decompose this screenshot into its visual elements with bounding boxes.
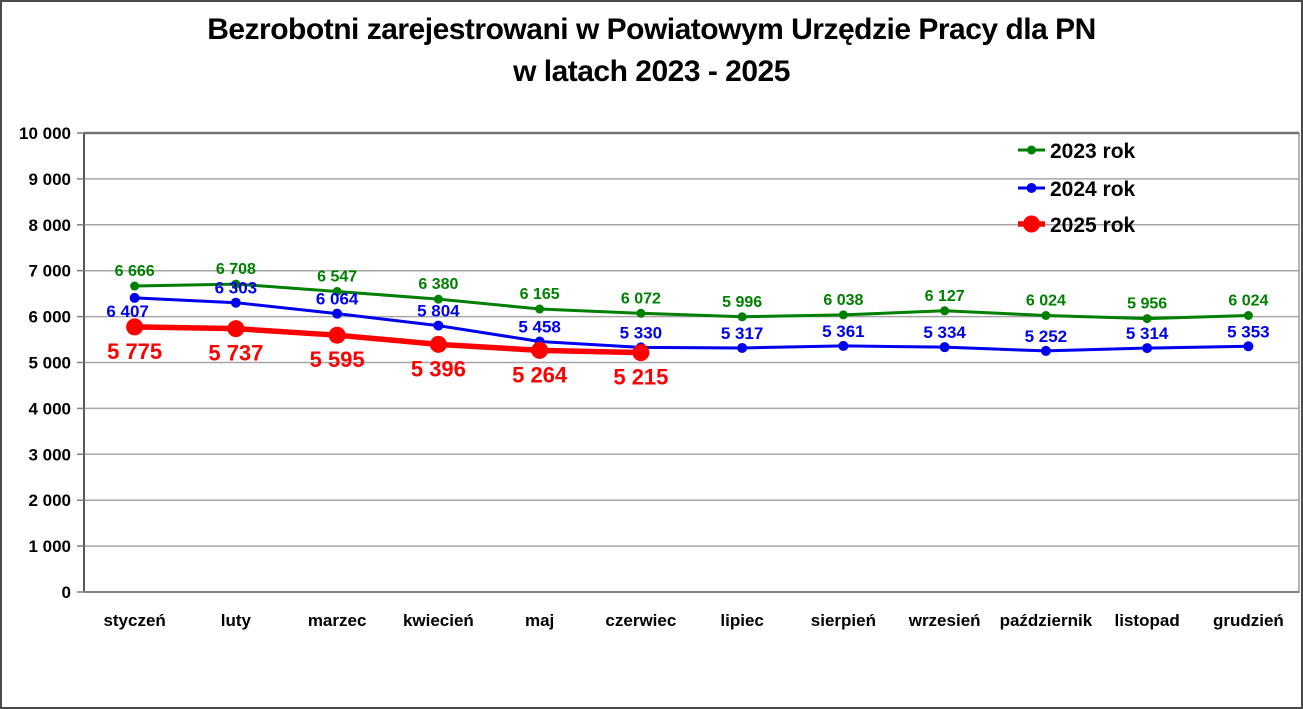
data-point bbox=[433, 294, 443, 304]
data-label: 5 396 bbox=[411, 356, 466, 381]
chart-title-line1: Bezrobotni zarejestrowani w Powiatowym U… bbox=[207, 13, 1096, 46]
data-point bbox=[1142, 314, 1152, 324]
data-label: 6 165 bbox=[520, 286, 560, 303]
y-axis-label: 10 000 bbox=[19, 124, 71, 143]
data-label: 5 956 bbox=[1127, 296, 1167, 313]
data-label: 5 252 bbox=[1025, 327, 1068, 346]
x-axis-label: październik bbox=[1000, 611, 1093, 630]
series-line-2024-rok bbox=[133, 296, 1250, 353]
data-label: 6 024 bbox=[1026, 292, 1066, 309]
data-label: 6 407 bbox=[106, 302, 149, 321]
data-label: 6 666 bbox=[115, 263, 155, 280]
series-line-2023-rok bbox=[133, 282, 1250, 321]
data-label: 6 708 bbox=[216, 261, 256, 278]
x-axis-label: wrzesień bbox=[908, 611, 981, 630]
y-axis-label: 4 000 bbox=[28, 399, 71, 418]
chart-title-line2: w latach 2023 - 2025 bbox=[513, 55, 790, 88]
data-label: 5 361 bbox=[822, 322, 865, 341]
y-axis-label: 6 000 bbox=[28, 308, 71, 327]
y-axis-label: 5 000 bbox=[28, 354, 71, 373]
data-label: 6 038 bbox=[823, 292, 863, 309]
data-label: 5 775 bbox=[107, 339, 162, 364]
data-label: 5 317 bbox=[721, 324, 764, 343]
y-axis-label: 9 000 bbox=[28, 170, 71, 189]
data-point bbox=[332, 286, 342, 296]
data-point bbox=[632, 344, 650, 362]
data-point bbox=[230, 297, 241, 308]
x-axis-label: lipiec bbox=[720, 611, 763, 630]
data-label: 5 264 bbox=[512, 362, 568, 387]
x-axis-label: listopad bbox=[1115, 611, 1180, 630]
y-axis-label: 1 000 bbox=[28, 537, 71, 556]
y-axis-label: 3 000 bbox=[28, 445, 71, 464]
data-point bbox=[737, 342, 748, 353]
x-axis-label: sierpień bbox=[811, 611, 876, 630]
x-axis-label: maj bbox=[525, 611, 554, 630]
data-point bbox=[838, 340, 849, 351]
data-point bbox=[433, 320, 444, 331]
data-label: 5 737 bbox=[208, 341, 263, 366]
data-point bbox=[1243, 310, 1253, 320]
legend-marker-dot bbox=[1027, 145, 1036, 155]
x-axis-label: czerwiec bbox=[605, 611, 676, 630]
data-point bbox=[231, 279, 241, 289]
series-line-2025-rok bbox=[131, 324, 644, 356]
y-axis-label: 7 000 bbox=[28, 262, 71, 281]
data-label: 5 996 bbox=[722, 294, 762, 311]
data-label: 6 380 bbox=[418, 276, 458, 293]
data-label: 5 330 bbox=[620, 323, 663, 342]
data-label: 5 353 bbox=[1227, 322, 1270, 341]
data-point bbox=[1040, 345, 1051, 356]
data-point bbox=[535, 304, 545, 314]
data-label: 6 072 bbox=[621, 290, 661, 307]
legend-label: 2024 rok bbox=[1050, 178, 1136, 201]
data-label: 5 314 bbox=[1126, 324, 1169, 343]
data-label: 5 458 bbox=[518, 317, 561, 336]
data-label: 6 547 bbox=[317, 268, 357, 285]
data-point bbox=[737, 312, 747, 322]
data-label: 6 127 bbox=[925, 288, 965, 305]
data-point bbox=[129, 292, 140, 303]
x-axis-label: grudzień bbox=[1213, 611, 1284, 630]
x-axis-label: marzec bbox=[308, 611, 367, 630]
data-point bbox=[429, 335, 447, 353]
data-point bbox=[940, 306, 950, 316]
data-point bbox=[126, 318, 144, 336]
legend-marker-dot bbox=[1026, 183, 1037, 193]
x-axis-label: luty bbox=[221, 611, 252, 630]
data-point bbox=[838, 310, 848, 320]
data-point bbox=[1142, 343, 1153, 354]
data-point bbox=[636, 308, 646, 318]
y-axis-label: 0 bbox=[62, 583, 71, 602]
data-point bbox=[227, 320, 245, 338]
data-label: 5 804 bbox=[417, 302, 460, 321]
y-axis-label: 2 000 bbox=[28, 491, 71, 510]
legend-label: 2025 rok bbox=[1050, 214, 1136, 237]
data-point bbox=[332, 308, 343, 319]
data-point bbox=[130, 281, 140, 291]
data-label: 5 334 bbox=[923, 323, 966, 342]
chart-title: Bezrobotni zarejestrowani w Powiatowym U… bbox=[2, 9, 1301, 93]
data-point bbox=[1243, 341, 1254, 352]
data-point bbox=[1041, 310, 1051, 320]
data-label: 5 595 bbox=[310, 347, 365, 372]
data-label: 6 024 bbox=[1228, 292, 1268, 309]
data-point bbox=[939, 342, 950, 353]
legend-marker-dot bbox=[1023, 215, 1040, 233]
data-point bbox=[328, 326, 346, 344]
data-point bbox=[531, 341, 549, 359]
data-label: 6 064 bbox=[316, 290, 359, 309]
x-axis-label: kwiecień bbox=[403, 611, 474, 630]
legend-label: 2023 rok bbox=[1050, 140, 1136, 163]
data-label: 6 303 bbox=[215, 279, 258, 298]
y-axis-label: 8 000 bbox=[28, 216, 71, 235]
x-axis-label: styczeń bbox=[103, 611, 165, 630]
data-label: 5 215 bbox=[613, 365, 668, 390]
